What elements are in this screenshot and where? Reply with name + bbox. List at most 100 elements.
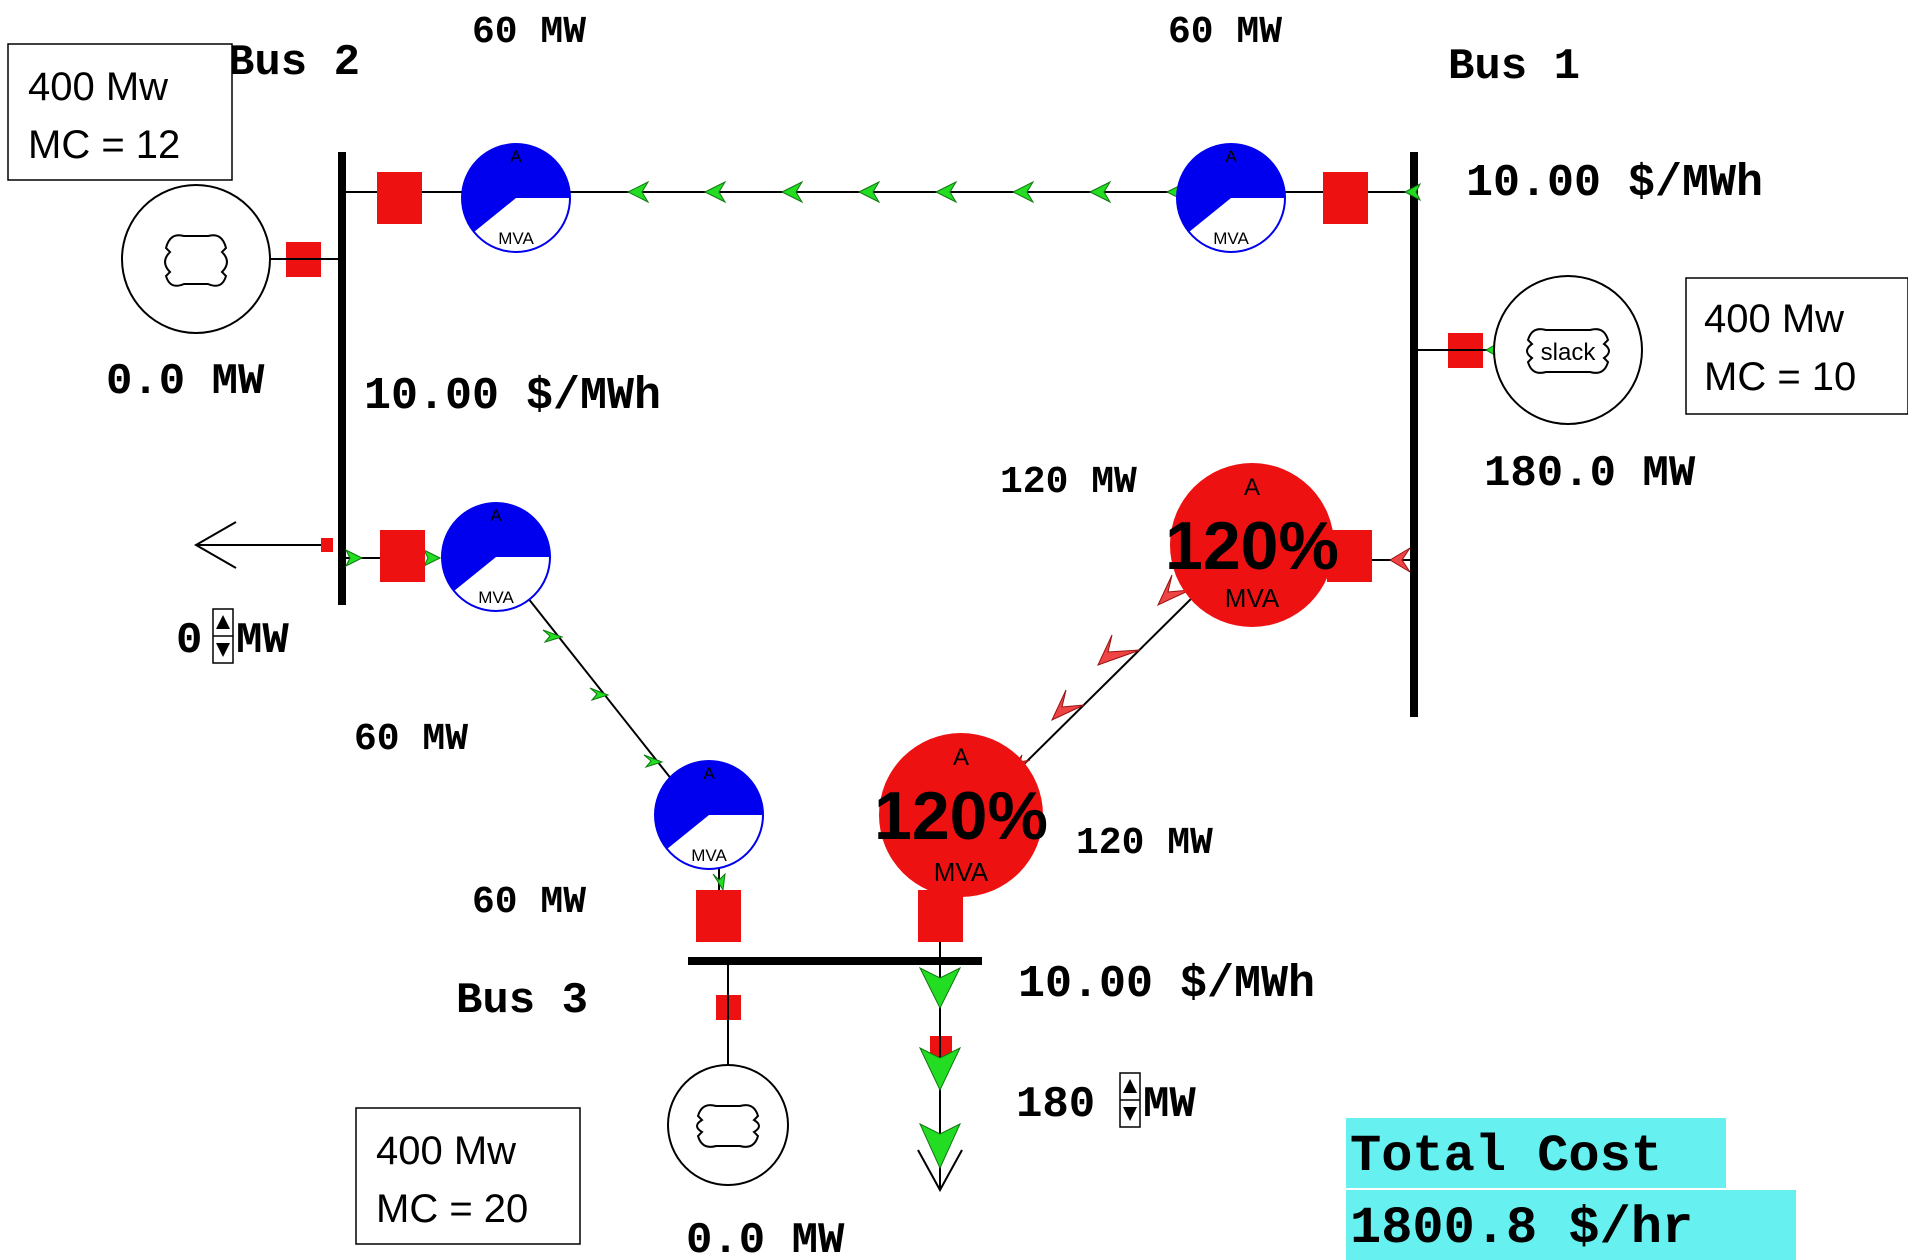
flow-arrow [589, 687, 610, 701]
breaker-line23-bus3[interactable] [696, 890, 741, 942]
flow-arrow [703, 180, 727, 204]
gauge-amps-label: A [490, 506, 502, 525]
flow-arrow [918, 966, 962, 1010]
load2-unit: MW [236, 616, 289, 666]
flow-arrow [643, 754, 664, 768]
gauge-line23-bus3: A MVA [654, 760, 764, 870]
gauge-mva-label: MVA [498, 229, 534, 248]
flow-arrow [1389, 547, 1411, 573]
gen1-info-box: 400 Mw MC = 10 [1685, 277, 1908, 415]
line12-flow-bus1: 60 MW [1168, 11, 1282, 54]
load-bus2[interactable] [193, 521, 321, 569]
gen1-marginal-cost: MC = 10 [1704, 355, 1856, 399]
line13-flow-bus1: 120 MW [1000, 461, 1137, 504]
gauge-line13-bus1: A MVA 120% [1165, 463, 1339, 627]
gen2-output: 0.0 MW [106, 357, 265, 407]
load2-value: 0 [176, 616, 202, 666]
gen3-capacity: 400 Mw [376, 1129, 516, 1173]
breakers [286, 172, 1483, 1058]
flow-arrow [344, 548, 364, 568]
flow-arrow [712, 872, 726, 892]
flow-arrow [934, 180, 958, 204]
spin-down-icon[interactable] [216, 643, 230, 657]
gauge-mva-label: MVA [1225, 583, 1280, 613]
breaker-line23-bus2[interactable] [380, 530, 425, 582]
flow-arrow [1088, 180, 1112, 204]
load3-setpoint[interactable]: 180 MW [1016, 1072, 1196, 1130]
flow-arrow [626, 180, 650, 204]
flow-arrow [1050, 689, 1085, 722]
total-cost-value: 1800.8 $/hr [1350, 1199, 1693, 1258]
gauge-amps-label: A [1225, 147, 1237, 166]
gauge-amps-label: A [703, 764, 715, 783]
bus2-price: 10.00 $/MWh [364, 371, 661, 422]
gen1-output: 180.0 MW [1484, 449, 1696, 499]
gauge-line13-bus3: A MVA 120% [874, 733, 1048, 897]
generator-bus3[interactable] [667, 965, 789, 1186]
total-cost-panel: Total Cost 1800.8 $/hr [1346, 1118, 1796, 1260]
spin-up-icon[interactable] [1123, 1079, 1137, 1093]
gen3-output: 0.0 MW [686, 1216, 845, 1260]
total-cost-label: Total Cost [1350, 1127, 1662, 1186]
slack-label: slack [1541, 339, 1597, 366]
breaker-line13-bus1[interactable] [1327, 530, 1372, 582]
flow-arrow [1097, 634, 1141, 666]
gauge-amps-label: A [953, 744, 969, 771]
load2-setpoint[interactable]: 0 MW [176, 608, 289, 666]
breaker-line12-bus1[interactable] [1323, 172, 1368, 224]
load3-spinner[interactable] [1119, 1072, 1141, 1128]
bus2-name: Bus 2 [228, 38, 360, 88]
flow-arrow [780, 180, 804, 204]
spin-up-icon[interactable] [216, 615, 230, 629]
generator-bus1[interactable]: slack [1418, 275, 1643, 425]
gauge-mva-label: MVA [691, 846, 727, 865]
gauge-loading-percent: 120% [874, 778, 1048, 854]
line12-flow-bus2: 60 MW [472, 11, 586, 54]
flow-arrow [542, 629, 564, 643]
gauge-line12-bus1: A MVA [1176, 143, 1286, 253]
gauge-mva-label: MVA [934, 857, 989, 887]
gauge-line12-bus2: A MVA [461, 143, 571, 253]
bus3-bar [688, 957, 982, 965]
gauge-loading-percent: 120% [1165, 508, 1339, 584]
flow-arrows-line23 [344, 548, 726, 892]
bus2-bar [338, 152, 346, 605]
load2-spinner[interactable] [212, 608, 234, 664]
gauge-amps-label: A [1244, 474, 1260, 501]
flow-arrow [1156, 574, 1191, 607]
breaker-load2[interactable] [321, 538, 333, 552]
line23-flow-bus2: 60 MW [354, 718, 468, 761]
gen3-marginal-cost: MC = 20 [376, 1187, 528, 1231]
bus1-name: Bus 1 [1448, 42, 1580, 92]
generator-icon [696, 1104, 760, 1148]
bus3-name: Bus 3 [456, 976, 588, 1026]
breaker-line13-bus3[interactable] [918, 890, 963, 942]
flow-arrow [1011, 180, 1035, 204]
bus3-price: 10.00 $/MWh [1018, 959, 1315, 1010]
flow-arrow [857, 180, 881, 204]
slack-generator-icon [1526, 328, 1610, 374]
flow-arrow [918, 1046, 962, 1092]
line13-flow-bus3: 120 MW [1076, 822, 1213, 865]
gen3-info-box: 400 Mw MC = 20 [355, 1107, 581, 1245]
gen1-capacity: 400 Mw [1704, 297, 1844, 341]
load3-value: 180 [1016, 1080, 1095, 1130]
gen2-capacity: 400 Mw [28, 65, 168, 109]
flow-arrow [1403, 182, 1422, 202]
spin-down-icon[interactable] [1123, 1107, 1137, 1121]
gen2-info-box: 400 Mw MC = 12 [7, 43, 233, 181]
gauge-amps-label: A [510, 147, 522, 166]
line23-flow-bus3: 60 MW [472, 881, 586, 924]
breaker-line12-bus2[interactable] [377, 172, 422, 224]
generator-bus2[interactable] [121, 184, 338, 334]
flow-arrow [422, 548, 442, 568]
bus1-bar [1410, 152, 1418, 717]
gauge-line23-bus2: A MVA [441, 502, 551, 612]
gen2-marginal-cost: MC = 12 [28, 123, 180, 167]
gauge-mva-label: MVA [1213, 229, 1249, 248]
gauge-mva-label: MVA [478, 588, 514, 607]
flow-arrow [918, 1122, 962, 1170]
load-bus3[interactable] [917, 965, 963, 1193]
